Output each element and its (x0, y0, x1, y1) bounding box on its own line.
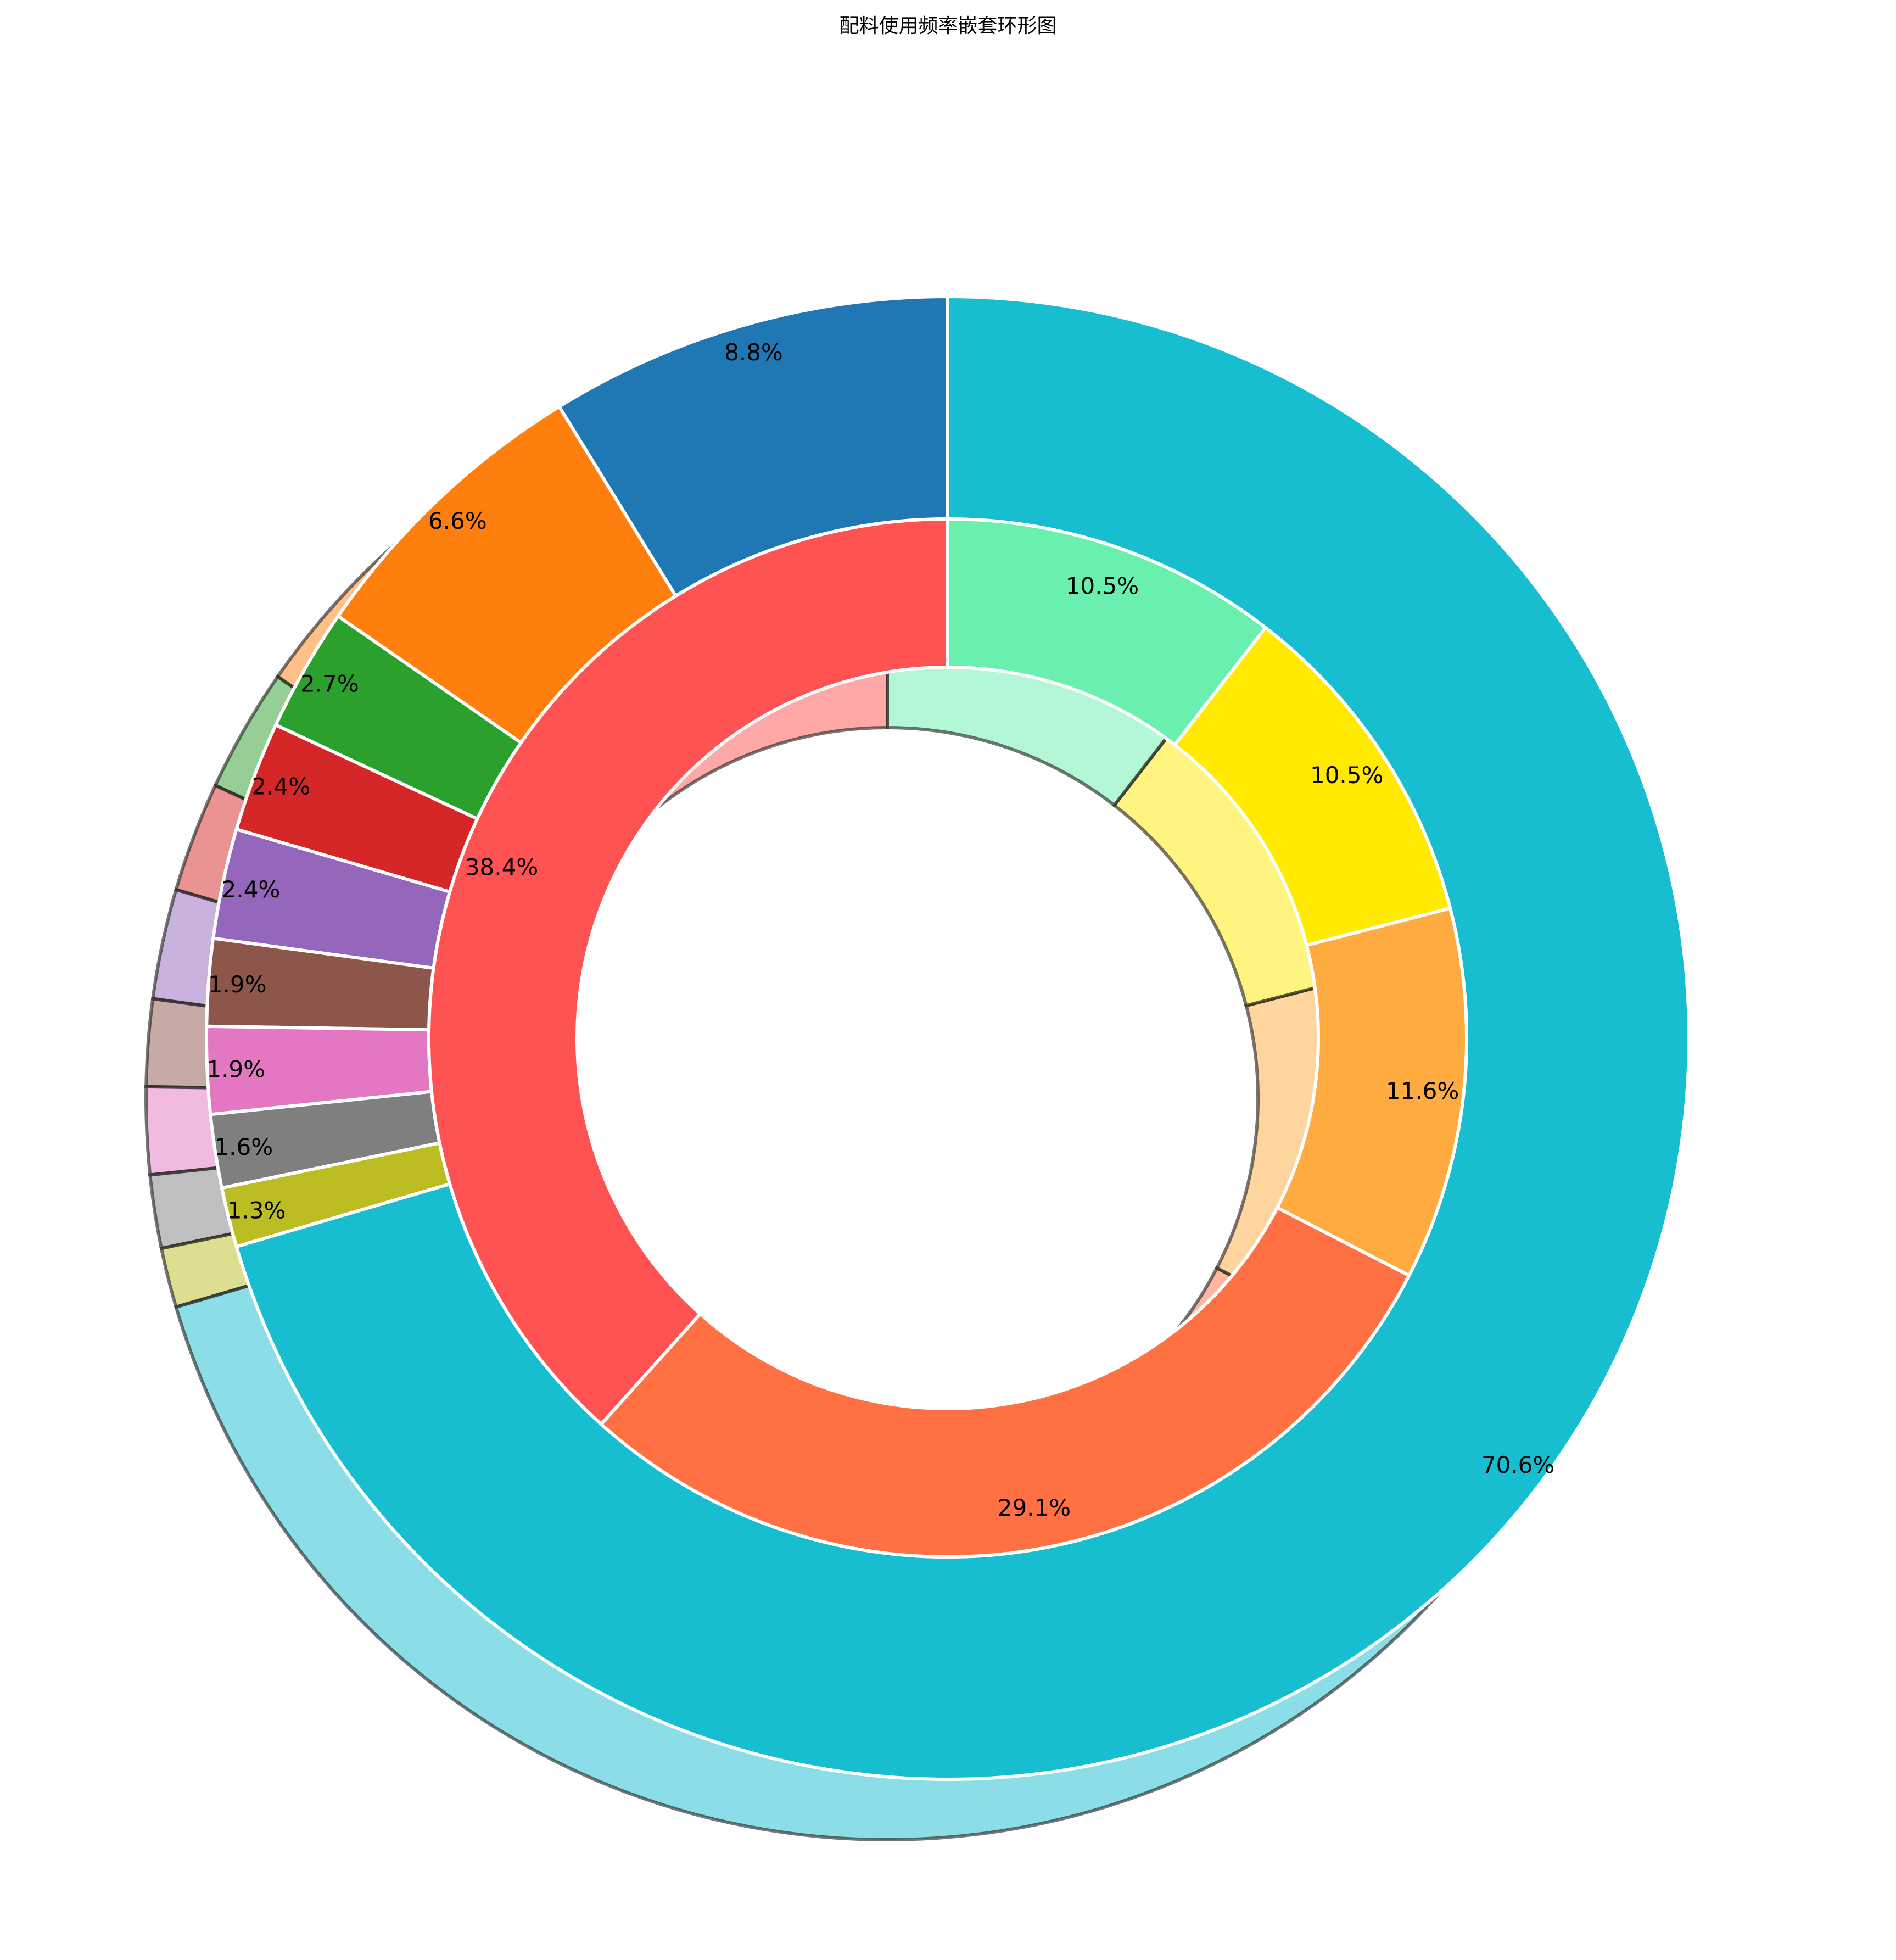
outer-slice-label-3: 2.4% (252, 773, 311, 800)
outer-slice-label-0: 8.8% (724, 339, 783, 366)
slice-labels: 8.8% 6.6% 2.7% 2.4% 2.4% 1.9% 1.9% 1.6% 1.3% 70.6… (206, 339, 1554, 1521)
inner-slice-label-4: 10.5% (1066, 572, 1139, 599)
outer-slice-label-4: 2.4% (222, 876, 281, 903)
inner-slice-1 (599, 1205, 1411, 1559)
outer-slice-label-5: 1.9% (208, 971, 267, 998)
inner-slice-label-0: 38.4% (465, 853, 538, 880)
inner-slice-label-2: 11.6% (1386, 1077, 1459, 1104)
outer-slice-label-2: 2.7% (300, 670, 359, 697)
inner-slice-label-1: 29.1% (998, 1494, 1071, 1521)
outer-ring (205, 295, 1691, 1781)
outer-slice-label-9: 70.6% (1481, 1451, 1554, 1478)
outer-slice-label-6: 1.9% (206, 1056, 265, 1082)
inner-slice-0 (427, 517, 949, 1426)
outer-slice-label-1: 6.6% (428, 507, 487, 534)
chart-title: 配料使用频率嵌套环形图 (839, 15, 1057, 37)
outer-slice-label-7: 1.6% (214, 1133, 273, 1160)
outer-slice-label-8: 1.3% (227, 1197, 286, 1224)
inner-slice-label-3: 10.5% (1310, 762, 1383, 789)
inner-slice-4 (946, 517, 1267, 747)
inner-ring (427, 517, 1468, 1559)
